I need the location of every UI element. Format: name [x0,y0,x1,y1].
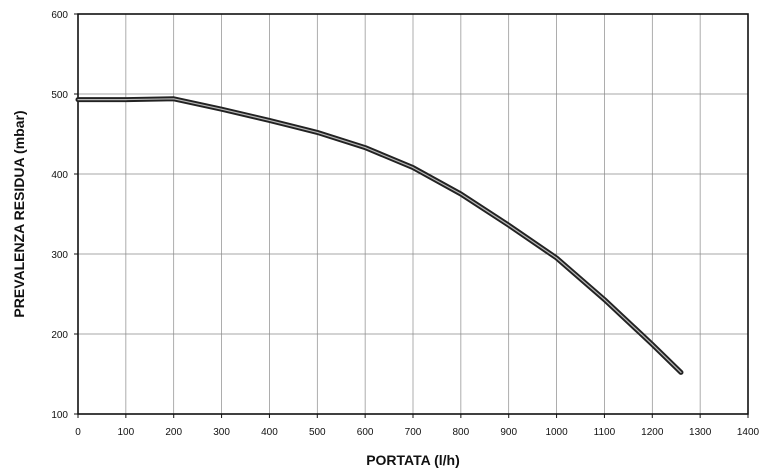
x-tick-label: 700 [405,427,422,438]
y-tick-label: 500 [51,90,68,101]
series-line-highlight [77,98,682,373]
x-tick-label: 100 [118,427,135,438]
x-tick-label: 1300 [689,427,712,438]
y-axis-ticks: 100 200 300 400 500 600 [51,10,78,421]
x-tick-label: 1100 [594,427,616,438]
y-tick-label: 600 [51,10,68,21]
y-tick-label: 300 [51,250,68,261]
x-axis-title: PORTATA (l/h) [366,452,460,468]
series-layer [75,96,684,375]
x-tick-label: 500 [309,427,326,438]
x-tick-label: 600 [357,427,374,438]
series-line [75,96,684,375]
x-tick-label: 1200 [641,427,664,438]
y-axis-title: PREVALENZA RESIDUA (mbar) [11,110,27,317]
y-tick-label: 100 [51,410,68,421]
x-tick-label: 900 [500,427,517,438]
x-tick-label: 300 [213,427,230,438]
x-tick-label: 200 [165,427,182,438]
x-tick-label: 1000 [545,427,568,438]
y-tick-label: 400 [51,170,68,181]
x-axis-ticks: 0 100 200 300 400 500 600 700 800 900 1000 1100 1200… [75,414,759,438]
grid-layer [77,13,749,415]
x-tick-label: 400 [261,427,278,438]
x-tick-label: 800 [453,427,470,438]
y-tick-label: 200 [51,330,68,341]
x-tick-label: 1400 [737,427,759,438]
x-tick-label: 0 [75,427,81,438]
